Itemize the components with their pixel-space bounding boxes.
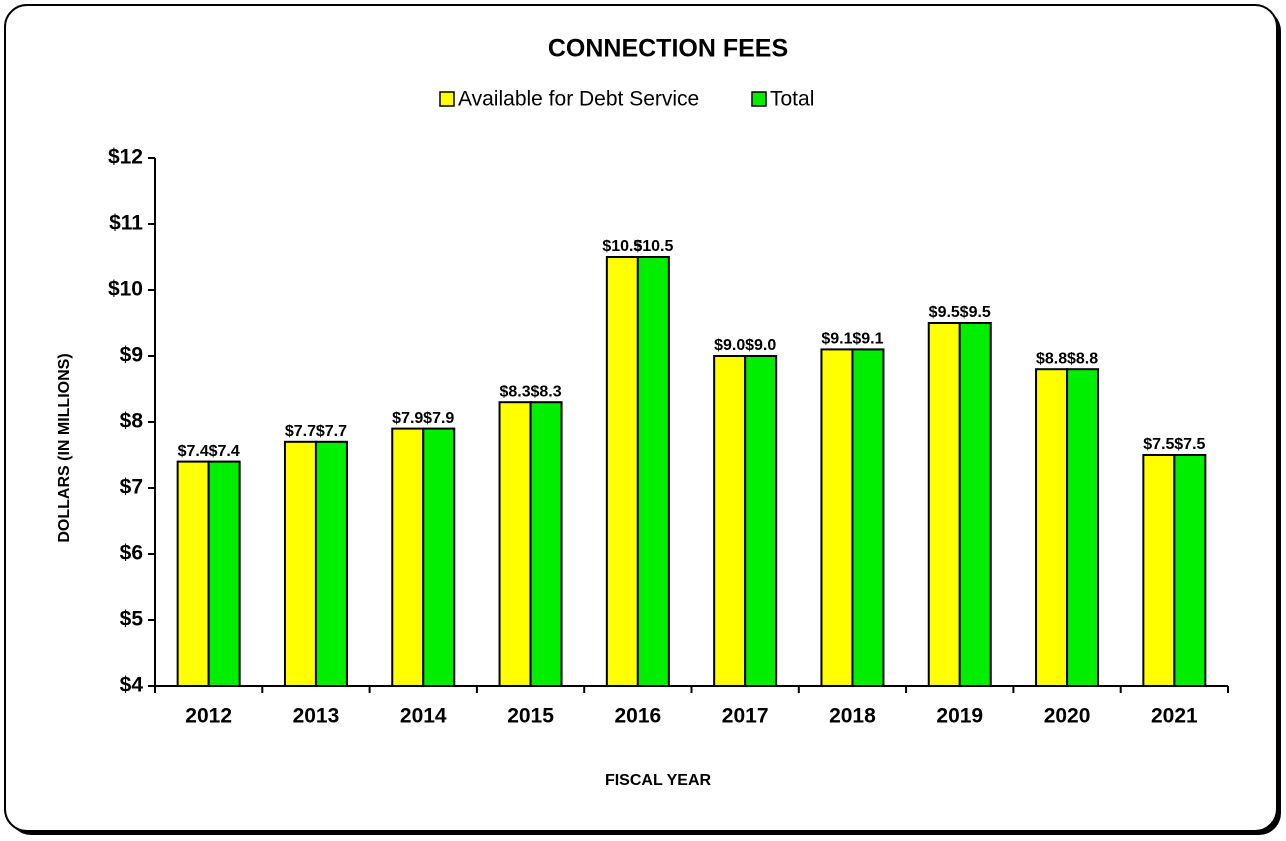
- x-tick-label: 2021: [1151, 705, 1198, 728]
- value-label: $8.8: [1036, 350, 1067, 367]
- bar: [958, 322, 992, 687]
- value-label: $7.9: [423, 410, 454, 427]
- x-axis-label: FISCAL YEAR: [605, 772, 712, 789]
- bar: [498, 401, 532, 687]
- bar: [529, 401, 563, 687]
- y-tick-label: $10: [108, 278, 143, 301]
- y-tick-label: $6: [120, 542, 143, 565]
- y-tick-label: $9: [120, 344, 143, 367]
- value-label: $10.5: [602, 238, 642, 255]
- y-tick-label: $12: [108, 146, 143, 169]
- value-label: $9.5: [960, 304, 991, 321]
- bar: [744, 355, 778, 687]
- bar: [851, 348, 885, 687]
- bar: [422, 427, 456, 687]
- value-label: $9.1: [821, 331, 852, 348]
- bar: [1066, 368, 1100, 687]
- value-label: $7.5: [1143, 436, 1174, 453]
- y-tick-label: $4: [120, 674, 144, 697]
- bar: [636, 256, 670, 687]
- bar: [391, 427, 425, 687]
- value-label: $7.7: [316, 423, 347, 440]
- value-label: $9.0: [714, 337, 745, 354]
- y-tick-label: $11: [109, 212, 143, 235]
- bar: [1035, 368, 1069, 687]
- bar: [927, 322, 961, 687]
- y-tick-label: $7: [120, 476, 143, 499]
- x-tick-label: 2020: [1044, 705, 1091, 728]
- value-label: $7.7: [285, 423, 316, 440]
- value-label: $7.4: [209, 443, 240, 460]
- bar: [176, 460, 210, 687]
- x-tick-label: 2016: [614, 705, 661, 728]
- bar: [1142, 454, 1176, 687]
- x-tick-label: 2017: [722, 705, 769, 728]
- bar: [605, 256, 639, 687]
- chart-title: CONNECTION FEES: [548, 35, 788, 63]
- legend-swatch: [439, 91, 455, 107]
- x-tick-label: 2014: [400, 705, 447, 728]
- legend-swatch: [751, 91, 767, 107]
- x-tick-label: 2015: [507, 705, 554, 728]
- y-tick-label: $8: [120, 410, 144, 433]
- y-tick-label: $5: [120, 608, 144, 631]
- value-label: $10.5: [633, 238, 673, 255]
- value-label: $9.1: [852, 331, 883, 348]
- y-axis-label: DOLLARS (IN MILLIONS): [56, 353, 73, 542]
- x-tick-label: 2018: [829, 705, 876, 728]
- bar: [1173, 454, 1207, 687]
- value-label: $8.3: [530, 383, 561, 400]
- value-label: $8.3: [499, 383, 530, 400]
- x-tick-label: 2012: [185, 705, 232, 728]
- bar: [713, 355, 747, 687]
- value-label: $7.9: [392, 410, 423, 427]
- value-label: $9.5: [929, 304, 960, 321]
- legend-label: Available for Debt Service: [458, 88, 699, 111]
- value-label: $7.5: [1174, 436, 1205, 453]
- bar: [314, 440, 348, 687]
- bar: [283, 440, 317, 687]
- x-tick-label: 2019: [936, 705, 983, 728]
- legend-label: Total: [770, 88, 814, 111]
- legend: Available for Debt Service Total: [439, 88, 814, 111]
- bar: [207, 460, 241, 687]
- value-label: $7.4: [178, 443, 209, 460]
- value-label: $9.0: [745, 337, 776, 354]
- bar: [820, 348, 854, 687]
- x-tick-label: 2013: [293, 705, 340, 728]
- value-label: $8.8: [1067, 350, 1098, 367]
